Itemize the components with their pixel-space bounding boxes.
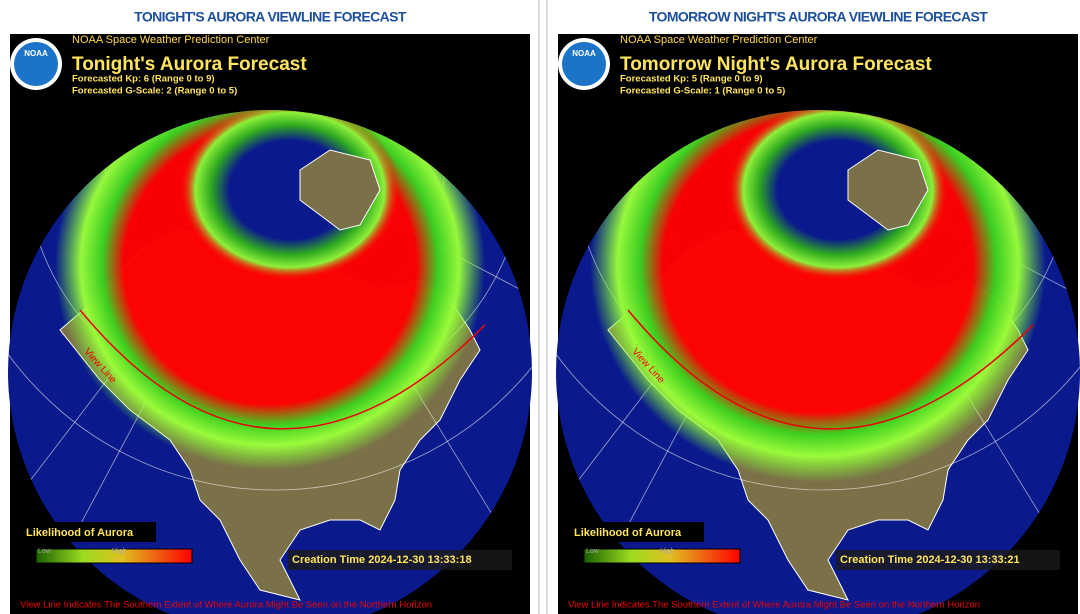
legend-scale — [35, 548, 193, 564]
footer-note: View Line Indicates The Southern Extent … — [20, 600, 432, 611]
view-line-curve — [627, 309, 1034, 430]
forecast-title: Tomorrow Night's Aurora Forecast — [620, 54, 932, 75]
noaa-logo-text: NOAA — [572, 49, 596, 58]
latitude-line — [556, 110, 1080, 491]
legend-low: Low — [38, 548, 52, 555]
forecast-panel: TONIGHT'S AURORA VIEWLINE FORECAST View L… — [8, 9, 532, 614]
greenland — [299, 149, 381, 231]
creation-box — [288, 550, 512, 570]
g-scale: Forecasted G-Scale: 1 (Range 0 to 5) — [620, 86, 785, 97]
view-line-curve — [79, 309, 486, 430]
kp: Forecasted Kp: 6 (Range 0 to 9) — [72, 74, 215, 85]
polar-cap — [180, 110, 400, 280]
g-scale: Forecasted G-Scale: 2 (Range 0 to 5) — [72, 86, 237, 97]
creation-box — [836, 550, 1060, 570]
legend-high: High — [112, 548, 127, 555]
greenland — [847, 149, 929, 231]
panel-heading: TONIGHT'S AURORA VIEWLINE FORECAST — [134, 9, 407, 25]
footer-note: View Line Indicates The Southern Extent … — [568, 600, 980, 611]
latitude-line — [8, 110, 532, 491]
legend-high: High — [660, 548, 675, 555]
polar-cap — [728, 110, 948, 280]
noaa-logo-inner — [562, 42, 606, 86]
legend-title: Likelihood of Aurora — [574, 527, 682, 539]
legend-box — [20, 522, 156, 542]
agency: NOAA Space Weather Prediction Center — [620, 34, 818, 46]
legend-scale — [583, 548, 741, 564]
legend-box — [568, 522, 704, 542]
forecast-panel: TOMORROW NIGHT'S AURORA VIEWLINE FORECAS… — [556, 9, 1080, 614]
legend-low: Low — [586, 548, 600, 555]
panel-heading: TOMORROW NIGHT'S AURORA VIEWLINE FORECAS… — [649, 9, 988, 25]
forecast-title: Tonight's Aurora Forecast — [72, 54, 307, 75]
noaa-logo-text: NOAA — [24, 49, 48, 58]
creation-time: Creation Time 2024-12-30 13:33:18 — [292, 554, 472, 566]
legend-title: Likelihood of Aurora — [26, 527, 134, 539]
noaa-logo-inner — [14, 42, 58, 86]
creation-time: Creation Time 2024-12-30 13:33:21 — [840, 554, 1020, 566]
agency: NOAA Space Weather Prediction Center — [72, 34, 270, 46]
kp: Forecasted Kp: 5 (Range 0 to 9) — [620, 74, 763, 85]
